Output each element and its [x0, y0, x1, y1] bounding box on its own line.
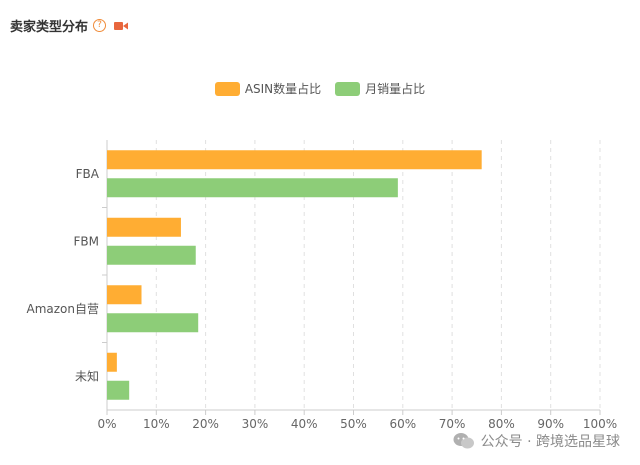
- x-tick-label: 70%: [439, 417, 466, 431]
- y-category-label: FBM: [74, 234, 100, 248]
- x-tick-label: 60%: [389, 417, 416, 431]
- chart-header: 卖家类型分布 ?: [10, 14, 129, 36]
- legend-label-sales: 月销量占比: [365, 82, 426, 96]
- help-icon[interactable]: ?: [93, 18, 107, 32]
- bar-sales: [107, 380, 130, 400]
- bar-sales: [107, 245, 196, 265]
- bar-sales: [107, 313, 199, 333]
- chart-legend: ASIN数量占比 月销量占比: [0, 80, 640, 97]
- video-icon[interactable]: [114, 16, 129, 35]
- x-tick-label: 100%: [583, 417, 617, 431]
- y-category-label: 未知: [75, 369, 99, 383]
- x-tick-label: 10%: [143, 417, 170, 431]
- watermark-text: 公众号 · 跨境选品星球: [480, 434, 620, 450]
- y-category-label: FBA: [76, 167, 100, 181]
- legend-item-asin[interactable]: ASIN数量占比: [214, 80, 322, 97]
- legend-swatch-sales: [335, 81, 361, 96]
- bar-asin: [107, 285, 142, 305]
- x-tick-label: 30%: [242, 417, 269, 431]
- x-tick-label: 80%: [488, 417, 515, 431]
- legend-swatch-asin: [214, 81, 240, 96]
- chart-title: 卖家类型分布: [10, 19, 89, 35]
- x-tick-label: 90%: [537, 417, 564, 431]
- wechat-icon: [453, 433, 474, 449]
- legend-item-sales[interactable]: 月销量占比: [335, 80, 425, 97]
- bar-asin: [107, 150, 482, 170]
- x-tick-label: 20%: [192, 417, 219, 431]
- x-tick-label: 40%: [291, 417, 318, 431]
- watermark: 公众号 · 跨境选品星球: [453, 431, 620, 451]
- legend-label-asin: ASIN数量占比: [244, 82, 322, 96]
- bar-asin: [107, 352, 117, 372]
- bar-sales: [107, 178, 398, 198]
- y-category-label: Amazon自营: [27, 302, 100, 316]
- x-tick-label: 50%: [340, 417, 367, 431]
- bar-asin: [107, 217, 181, 237]
- x-tick-label: 0%: [97, 417, 116, 431]
